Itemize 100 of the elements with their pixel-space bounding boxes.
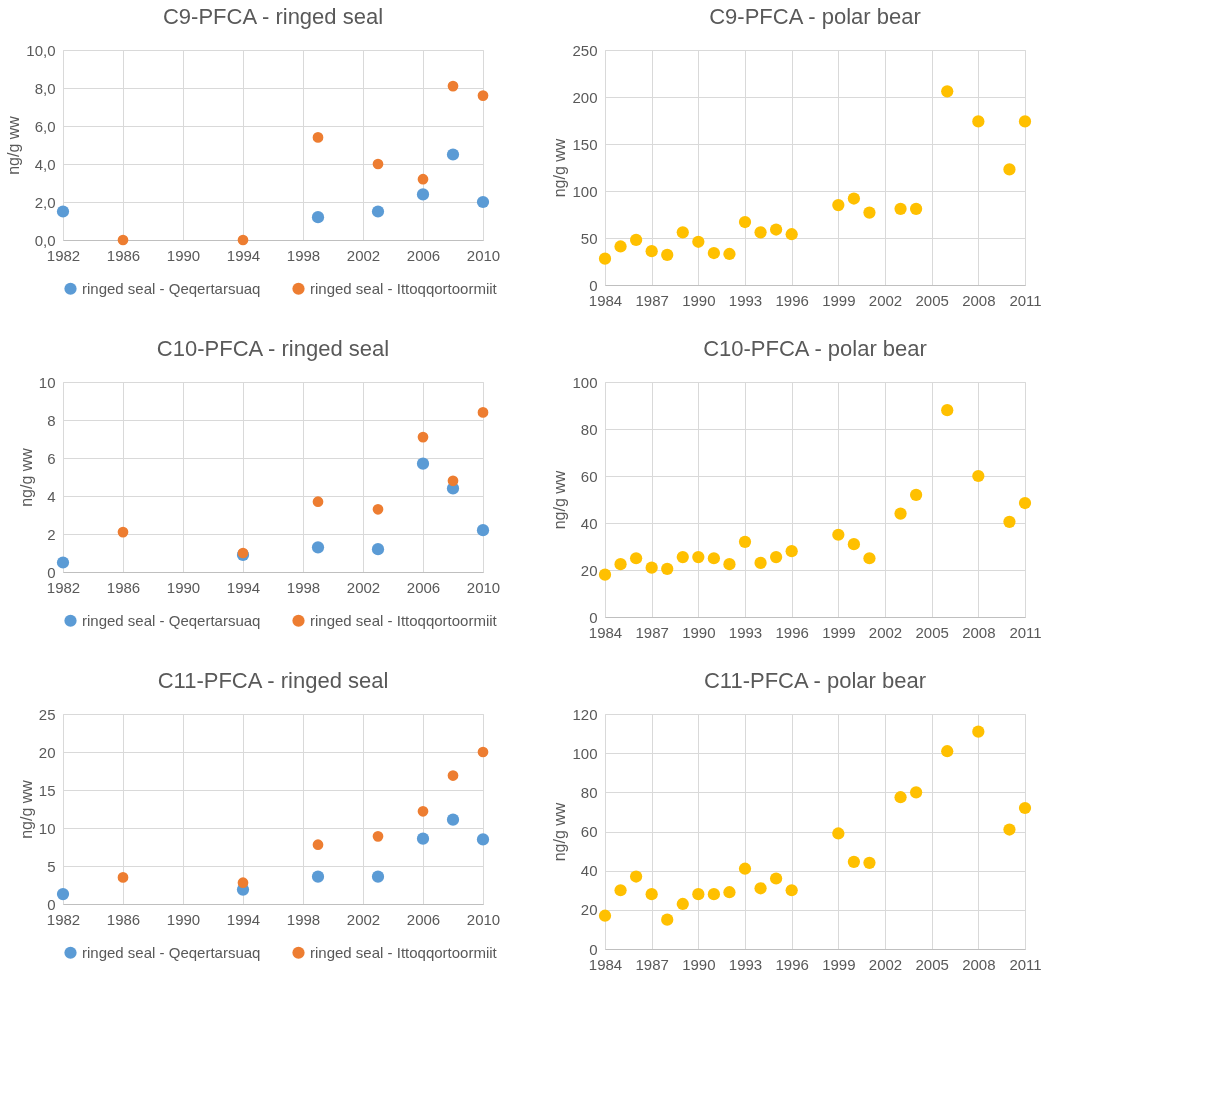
x-tick-label: 2002 [868, 291, 903, 309]
point [446, 813, 460, 826]
y-tick-label: 100 [572, 182, 598, 200]
point [417, 173, 429, 185]
point [738, 862, 752, 875]
y-tick-label: 80 [580, 420, 598, 438]
point [312, 132, 324, 143]
point [863, 856, 876, 869]
point [754, 882, 767, 895]
point [311, 211, 325, 224]
y-tick-label: 80 [580, 783, 598, 801]
y-tick-label: 15 [38, 781, 56, 799]
y-tick-label: 4,0 [34, 155, 56, 173]
x-tick-label: 2008 [962, 623, 996, 641]
point [909, 488, 923, 501]
point [692, 550, 705, 564]
y-tick-label: 0 [589, 608, 598, 626]
point [894, 791, 907, 804]
point [785, 884, 798, 897]
chart-title: C10-PFCA - ringed seal [156, 336, 390, 361]
x-tick-label: 1993 [728, 955, 763, 973]
x-tick-label: 1986 [106, 578, 141, 596]
y-tick-label: 4 [47, 487, 56, 505]
y-tick-label: 100 [572, 744, 598, 762]
x-tick-label: 2005 [915, 291, 949, 309]
point [447, 770, 459, 781]
point [863, 206, 876, 219]
legend-label: ringed seal - Ittoqqortoormiit [310, 279, 498, 297]
point [894, 202, 907, 215]
point [371, 205, 385, 218]
point [598, 568, 612, 581]
y-tick-label: 8,0 [34, 79, 56, 97]
x-tick-label: 1982 [46, 246, 81, 264]
x-tick-label: 2010 [466, 910, 501, 928]
point [598, 909, 612, 922]
point [832, 198, 845, 212]
x-tick-label: 2010 [466, 246, 501, 264]
point [56, 888, 70, 901]
point [372, 503, 384, 515]
y-tick-label: 20 [38, 743, 56, 761]
legend-label: ringed seal - Qeqertarsuaq [82, 611, 261, 629]
point [56, 205, 70, 218]
y-axis-title: ng/g ww [551, 802, 569, 862]
point [676, 550, 689, 564]
y-tick-label: 2,0 [34, 193, 56, 211]
point [661, 562, 674, 575]
point [972, 115, 985, 128]
point [707, 888, 721, 901]
chart-title: C10-PFCA - polar bear [703, 336, 927, 361]
legend-label: ringed seal - Qeqertarsuaq [82, 279, 261, 297]
point [847, 538, 861, 551]
point [692, 888, 705, 901]
x-tick-label: 1994 [226, 246, 261, 264]
point [972, 725, 985, 738]
y-tick-label: 0,0 [34, 231, 56, 249]
x-tick-label: 1990 [166, 910, 201, 928]
point [1018, 496, 1032, 510]
point [941, 745, 954, 758]
x-tick-label: 2008 [962, 291, 996, 309]
point [847, 192, 861, 205]
point [769, 223, 783, 236]
x-tick-label: 2011 [1009, 955, 1042, 973]
y-tick-label: 40 [580, 514, 598, 532]
x-tick-label: 2011 [1009, 623, 1042, 641]
x-tick-label: 1984 [588, 291, 623, 309]
y-axis-title: ng/g ww [551, 138, 569, 198]
point [707, 246, 721, 260]
point [614, 884, 627, 897]
x-tick-label: 1999 [822, 291, 856, 309]
x-tick-label: 2002 [868, 955, 903, 973]
point [972, 469, 985, 483]
chart-title: C11-PFCA - ringed seal [157, 668, 389, 693]
y-tick-label: 200 [572, 88, 598, 106]
point [661, 913, 674, 926]
point [785, 545, 798, 558]
point [1018, 115, 1032, 128]
point [417, 805, 429, 817]
point [645, 245, 658, 258]
point [312, 839, 324, 851]
point [56, 556, 70, 569]
y-tick-label: 2 [47, 525, 56, 543]
x-tick-label: 1996 [775, 955, 809, 973]
point [723, 558, 736, 571]
x-tick-label: 1986 [106, 246, 141, 264]
point [692, 235, 705, 248]
x-tick-label: 2006 [406, 578, 441, 596]
chart-title: C9-PFCA - polar bear [709, 4, 921, 29]
point [598, 252, 612, 265]
point [941, 404, 954, 417]
y-tick-label: 20 [580, 561, 598, 579]
x-tick-label: 1987 [635, 291, 669, 309]
y-tick-label: 0 [47, 563, 56, 581]
y-axis-title: ng/g ww [551, 470, 569, 530]
y-tick-label: 40 [580, 862, 598, 880]
point [416, 457, 430, 470]
x-tick-label: 2002 [346, 578, 381, 596]
point [645, 561, 658, 574]
point [446, 148, 460, 161]
x-tick-label: 1996 [775, 291, 809, 309]
x-tick-label: 1984 [588, 955, 623, 973]
